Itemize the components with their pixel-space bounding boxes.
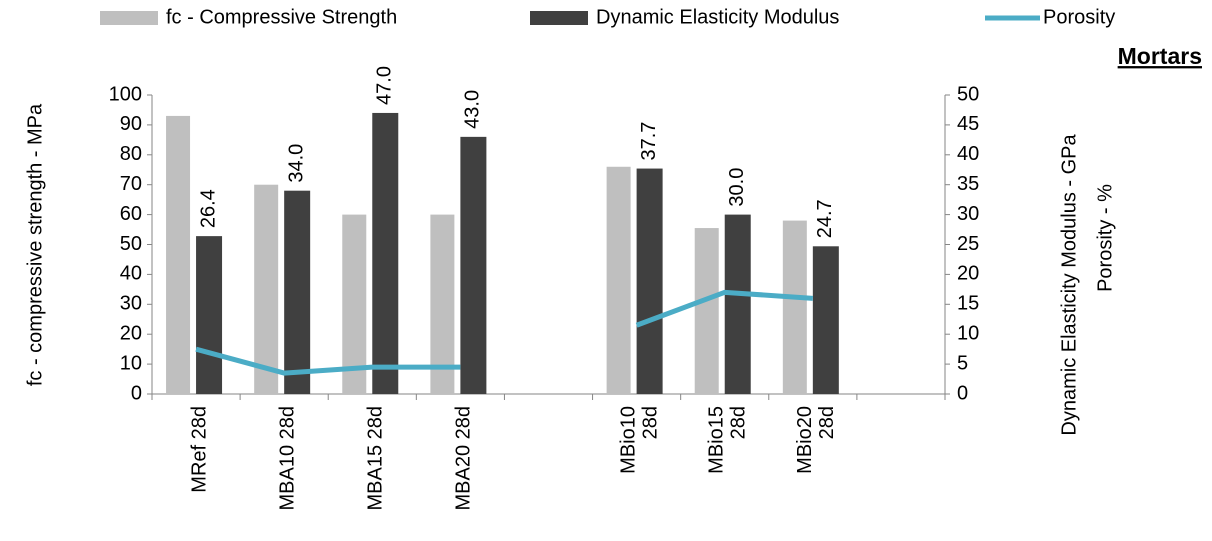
line <box>195 289 814 376</box>
y2-tick-label: 5 <box>957 352 968 374</box>
bar <box>196 236 223 394</box>
y-tick-label: 90 <box>120 113 142 135</box>
data-label: 26.4 <box>197 189 219 228</box>
bar <box>606 166 631 394</box>
x-tick-label: MBio2028d <box>794 406 838 474</box>
legend-label: Dynamic Elasticity Modulus <box>596 6 839 28</box>
y-tick-label: 50 <box>120 233 142 255</box>
bar <box>342 214 367 394</box>
bar <box>254 184 279 394</box>
x-tick-label: MBio1528d <box>706 406 750 474</box>
data-label: 24.7 <box>814 199 836 238</box>
x-tick-label: MRef 28d <box>188 406 210 493</box>
y-tick-label: 80 <box>120 143 142 165</box>
y-tick-label: 40 <box>120 263 142 285</box>
legend-label: Porosity <box>1043 6 1115 28</box>
y2-tick-label: 45 <box>957 113 979 135</box>
x-tick-label: MBA20 28d <box>453 406 475 511</box>
y-axis-label: fc - compressive strength - MPa <box>24 103 46 386</box>
bar <box>460 136 487 395</box>
bar <box>724 214 751 394</box>
bar <box>694 228 719 394</box>
chart-title: Mortars <box>1118 43 1202 69</box>
y2-tick-label: 10 <box>957 322 979 344</box>
legend-swatch <box>100 11 158 25</box>
legend-label: fc - Compressive Strength <box>166 6 397 28</box>
data-label: 47.0 <box>374 66 396 105</box>
y2-tick-label: 30 <box>957 203 979 225</box>
x-tick-label: MBA15 28d <box>365 406 387 511</box>
bar <box>166 115 191 395</box>
y2-tick-label: 15 <box>957 293 979 315</box>
y-tick-label: 60 <box>120 203 142 225</box>
y-tick-label: 10 <box>120 352 142 374</box>
data-label: 43.0 <box>462 90 484 129</box>
y-tick-label: 30 <box>120 293 142 315</box>
y-tick-label: 20 <box>120 322 142 344</box>
y-tick-label: 70 <box>120 173 142 195</box>
y2-tick-label: 20 <box>957 263 979 285</box>
data-label: 30.0 <box>726 168 748 207</box>
y2-axis-label: Dynamic Elasticity Modulus - GPa <box>1058 134 1080 436</box>
x-tick-label: MBA10 28d <box>276 406 298 511</box>
bar <box>372 112 399 394</box>
y2-tick-label: 35 <box>957 173 979 195</box>
data-label: 34.0 <box>285 144 307 183</box>
bar <box>812 246 839 394</box>
y2-tick-label: 40 <box>957 143 979 165</box>
legend-swatch <box>530 11 588 25</box>
y2-tick-label: 50 <box>957 83 979 105</box>
x-tick-label: MBio1028d <box>618 406 662 474</box>
y2-axis-label: Porosity - % <box>1094 184 1116 292</box>
y2-tick-label: 0 <box>957 382 968 404</box>
y-tick-label: 100 <box>109 83 142 105</box>
bar <box>782 220 807 394</box>
y2-tick-label: 25 <box>957 233 979 255</box>
data-label: 37.7 <box>638 122 660 161</box>
bar <box>430 214 455 394</box>
bar <box>284 190 311 394</box>
y-tick-label: 0 <box>131 382 142 404</box>
bar <box>636 168 663 394</box>
